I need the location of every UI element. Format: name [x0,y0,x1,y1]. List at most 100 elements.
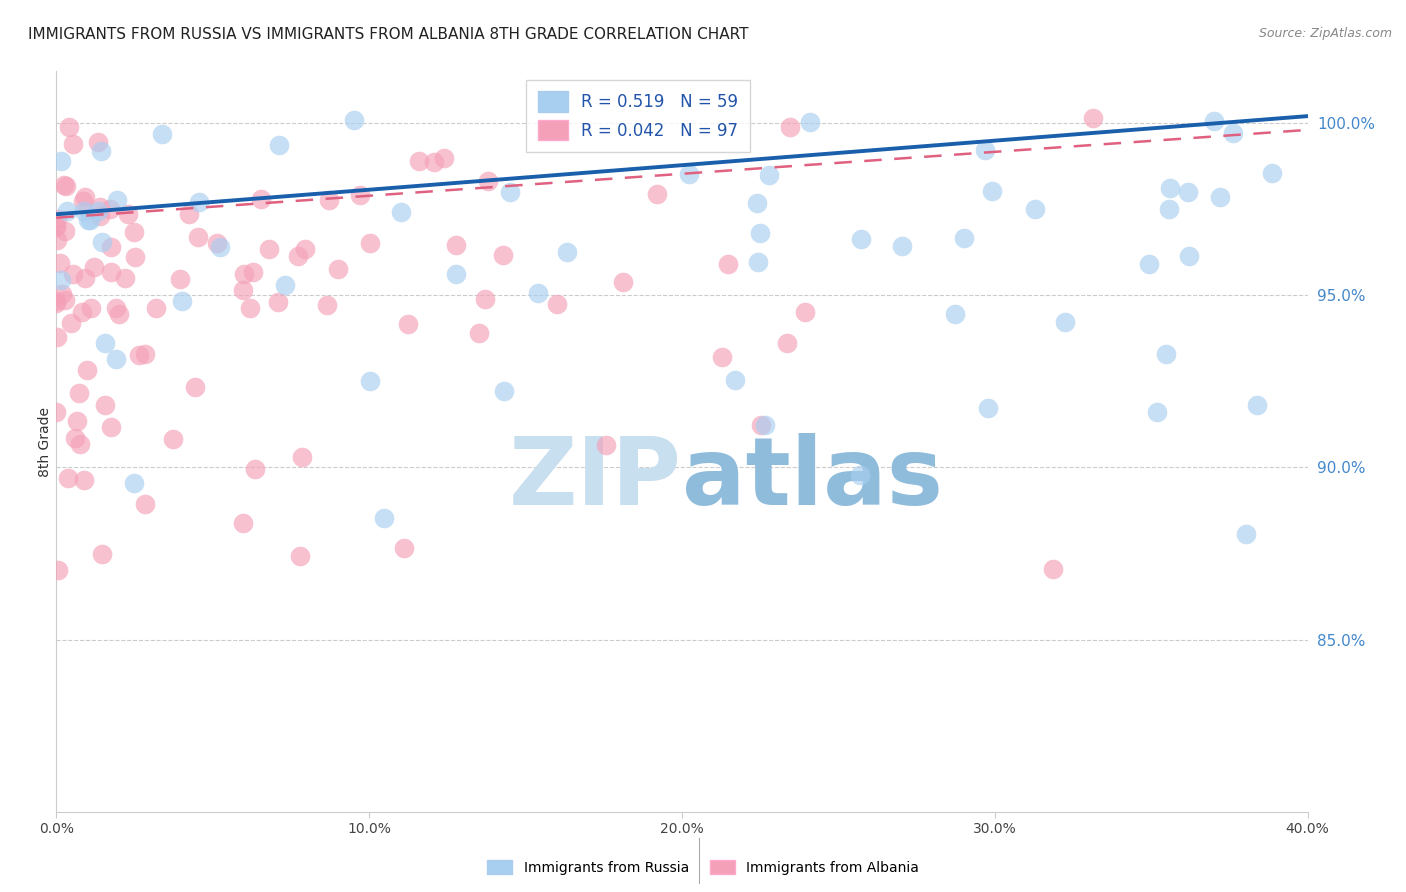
Point [89,201,111,215]
Point [467,326,489,341]
Point [46,211,69,226]
Point [273,278,295,293]
Point [491,248,513,262]
Point [1234,526,1257,541]
Point [1137,257,1160,271]
Point [108,307,131,321]
Point [1246,398,1268,412]
Point [474,292,496,306]
Point [343,113,366,128]
Point [73,190,96,204]
Point [80,301,103,316]
Point [349,187,371,202]
Point [62,136,84,151]
Legend: R = 0.519   N = 59, R = 0.042   N = 97: R = 0.519 N = 59, R = 0.042 N = 97 [526,79,749,152]
Point [779,120,801,134]
Point [145,301,167,316]
Point [1178,248,1201,262]
Y-axis label: 8th Grade: 8th Grade [38,407,52,476]
Point [758,169,780,183]
Point [546,297,568,311]
Point [446,238,468,252]
Point [53,293,76,307]
Point [58,120,80,134]
Text: ZIP: ZIP [509,433,682,524]
Point [287,248,309,262]
Point [90,144,112,158]
Point [55,204,77,219]
Point [49,256,72,270]
Point [851,232,873,246]
Point [45,220,67,235]
Point [1159,181,1181,195]
Point [184,380,207,394]
Point [107,194,129,208]
Point [645,187,668,202]
Point [90,235,112,250]
Point [76,363,98,377]
Point [1157,202,1180,217]
Point [76,212,98,227]
Point [678,167,700,181]
Point [953,231,976,245]
Point [62,267,84,281]
Point [79,213,101,227]
Point [70,305,93,319]
Point [749,226,772,240]
Point [152,127,174,141]
Point [209,240,232,254]
Point [359,235,381,250]
Point [1081,111,1104,125]
Point [170,294,193,309]
Point [72,194,94,209]
Point [69,437,91,451]
Point [422,154,444,169]
Point [1024,202,1046,216]
Point [124,476,146,491]
Point [444,268,467,282]
Point [477,174,499,188]
Point [318,194,340,208]
Point [245,461,267,475]
Point [91,547,114,561]
Point [232,283,254,297]
Point [232,516,254,531]
Point [67,385,90,400]
Point [849,468,872,483]
Point [52,178,75,192]
Point [294,242,316,256]
Point [396,317,419,331]
Point [747,254,769,268]
Point [1202,114,1225,128]
Point [373,510,395,524]
Text: IMMIGRANTS FROM RUSSIA VS IMMIGRANTS FROM ALBANIA 8TH GRADE CORRELATION CHART: IMMIGRANTS FROM RUSSIA VS IMMIGRANTS FRO… [28,27,748,42]
Point [134,347,156,361]
Point [100,240,122,254]
Point [595,438,617,452]
Point [751,417,773,432]
Point [134,497,156,511]
Point [943,307,966,321]
Point [59,316,82,330]
Point [1177,186,1199,200]
Point [94,398,117,412]
Point [242,265,264,279]
Point [187,194,209,209]
Point [104,301,127,316]
Point [72,473,94,487]
Point [1154,346,1177,360]
Point [328,261,350,276]
Point [745,195,768,210]
Point [117,207,139,221]
Point [49,273,72,287]
Point [980,184,1002,198]
Point [66,415,89,429]
Point [124,251,146,265]
Point [45,330,67,344]
Point [46,233,69,247]
Point [239,301,262,315]
Point [793,305,815,319]
Point [291,450,314,464]
Point [527,285,550,300]
Point [267,295,290,310]
